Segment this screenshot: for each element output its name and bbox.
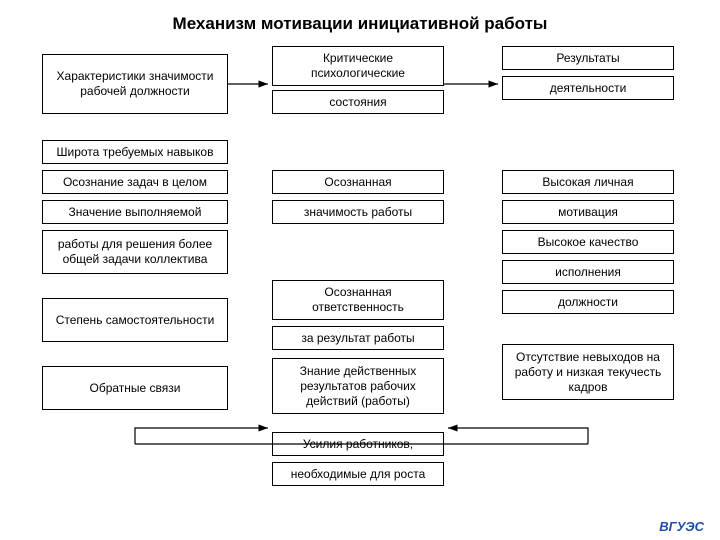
col2-header: Критические психологические — [272, 46, 444, 86]
col3-box-6: Отсутствие невыходов на работу и низкая … — [502, 344, 674, 400]
col2-header-2: состояния — [272, 90, 444, 114]
col1-box-6: Обратные связи — [42, 366, 228, 410]
col2-box-7: необходимые для роста — [272, 462, 444, 486]
col3-header: Результаты — [502, 46, 674, 70]
col2-box-5: Знание действенных результатов рабочих д… — [272, 358, 444, 414]
col3-box-4: исполнения — [502, 260, 674, 284]
university-logo: ВГУЭС — [659, 519, 704, 534]
col2-box-1: Осознанная — [272, 170, 444, 194]
col3-box-2: мотивация — [502, 200, 674, 224]
col2-box-3: Осознанная ответственность — [272, 280, 444, 320]
col2-box-6: Усилия работников, — [272, 432, 444, 456]
diagram-title: Механизм мотивации инициативной работы — [0, 14, 720, 34]
col3-box-3: Высокое качество — [502, 230, 674, 254]
col1-box-5: Степень самостоятельности — [42, 298, 228, 342]
col2-box-4: за результат работы — [272, 326, 444, 350]
col3-box-1: Высокая личная — [502, 170, 674, 194]
col1-box-3: Значение выполняемой — [42, 200, 228, 224]
col1-box-4: работы для решения более общей задачи ко… — [42, 230, 228, 274]
col3-box-5: должности — [502, 290, 674, 314]
col1-box-1: Широта требуемых навыков — [42, 140, 228, 164]
col2-box-2: значимость работы — [272, 200, 444, 224]
col1-header: Характеристики значимости рабочей должно… — [42, 54, 228, 114]
col3-header-2: деятельности — [502, 76, 674, 100]
col1-box-2: Осознание задач в целом — [42, 170, 228, 194]
